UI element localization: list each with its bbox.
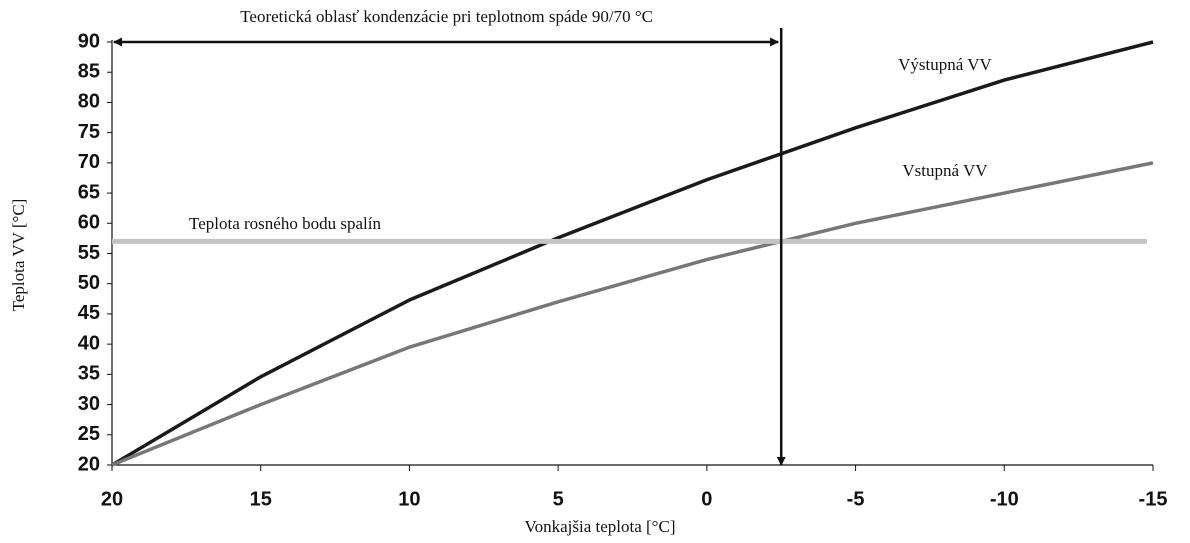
x-tick-label: 10 xyxy=(398,488,420,510)
y-tick-label: 85 xyxy=(78,60,100,82)
y-tick-label: 65 xyxy=(78,181,100,203)
y-tick-label: 35 xyxy=(78,363,100,385)
series-label: Teplota rosného bodu spalín xyxy=(189,214,381,233)
y-tick-label: 20 xyxy=(78,453,100,475)
y-tick-label: 80 xyxy=(78,91,100,113)
x-tick-label: -15 xyxy=(1139,488,1168,510)
y-axis-label: Teplota VV [°C] xyxy=(9,199,28,312)
y-tick-label: 30 xyxy=(78,393,100,415)
x-tick-label: 20 xyxy=(101,488,123,510)
y-tick-label: 90 xyxy=(78,30,100,52)
series-label: Vstupná VV xyxy=(902,161,988,180)
series-line xyxy=(111,161,1154,467)
y-tick-label: 70 xyxy=(78,151,100,173)
y-tick-label: 60 xyxy=(78,212,100,234)
x-tick-label: -10 xyxy=(990,488,1019,510)
y-tick-label: 55 xyxy=(78,242,100,264)
x-tick-label: -5 xyxy=(847,488,865,510)
x-tick-label: 5 xyxy=(553,488,564,510)
x-tick-label: 15 xyxy=(250,488,272,510)
x-tick-label: 0 xyxy=(701,488,712,510)
y-tick-label: 45 xyxy=(78,302,100,324)
y-tick-label: 40 xyxy=(78,332,100,354)
y-tick-label: 50 xyxy=(78,272,100,294)
x-axis-label: Vonkajšia teplota [°C] xyxy=(525,517,676,536)
annotation-text: Teoretická oblasť kondenzácie pri teplot… xyxy=(240,7,653,26)
series-label: Výstupná VV xyxy=(898,55,992,74)
y-tick-label: 75 xyxy=(78,121,100,143)
y-tick-label: 25 xyxy=(78,423,100,445)
series-line xyxy=(111,40,1154,467)
